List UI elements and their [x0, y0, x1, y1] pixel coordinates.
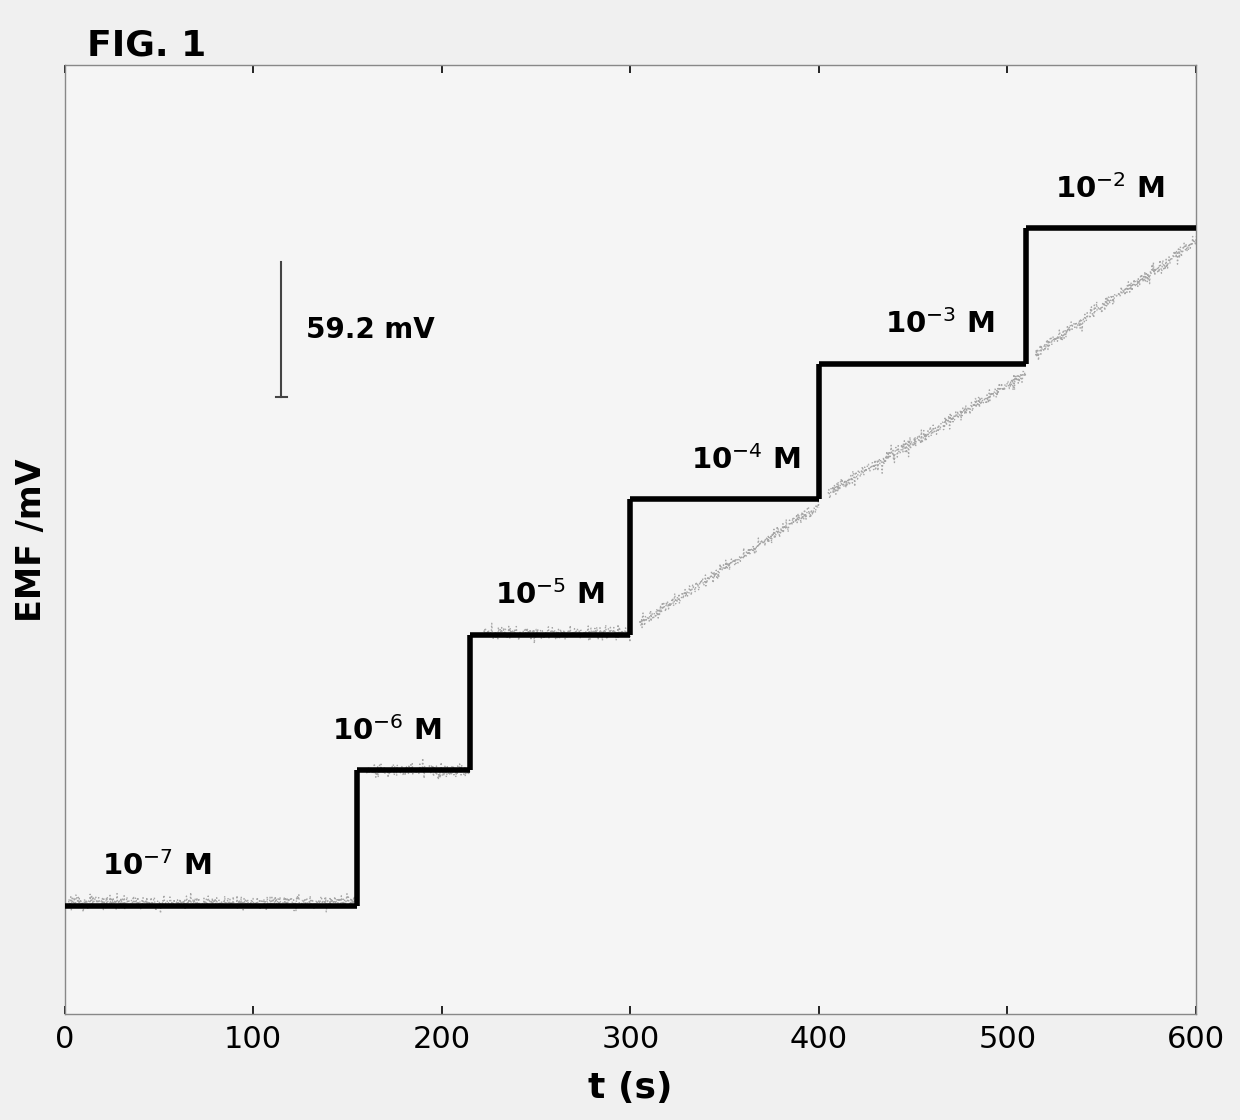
Text: 10$^{-2}$ M: 10$^{-2}$ M: [1054, 174, 1164, 204]
Text: 10$^{-4}$ M: 10$^{-4}$ M: [691, 445, 801, 475]
Text: 10$^{-3}$ M: 10$^{-3}$ M: [885, 309, 994, 339]
Text: 10$^{-6}$ M: 10$^{-6}$ M: [332, 716, 443, 746]
Y-axis label: EMF /mV: EMF /mV: [15, 458, 48, 622]
Text: 10$^{-7}$ M: 10$^{-7}$ M: [103, 851, 212, 881]
Text: FIG. 1: FIG. 1: [87, 28, 206, 62]
X-axis label: t (s): t (s): [588, 1071, 672, 1105]
Text: 59.2 mV: 59.2 mV: [306, 316, 435, 344]
Text: 10$^{-5}$ M: 10$^{-5}$ M: [495, 580, 605, 610]
